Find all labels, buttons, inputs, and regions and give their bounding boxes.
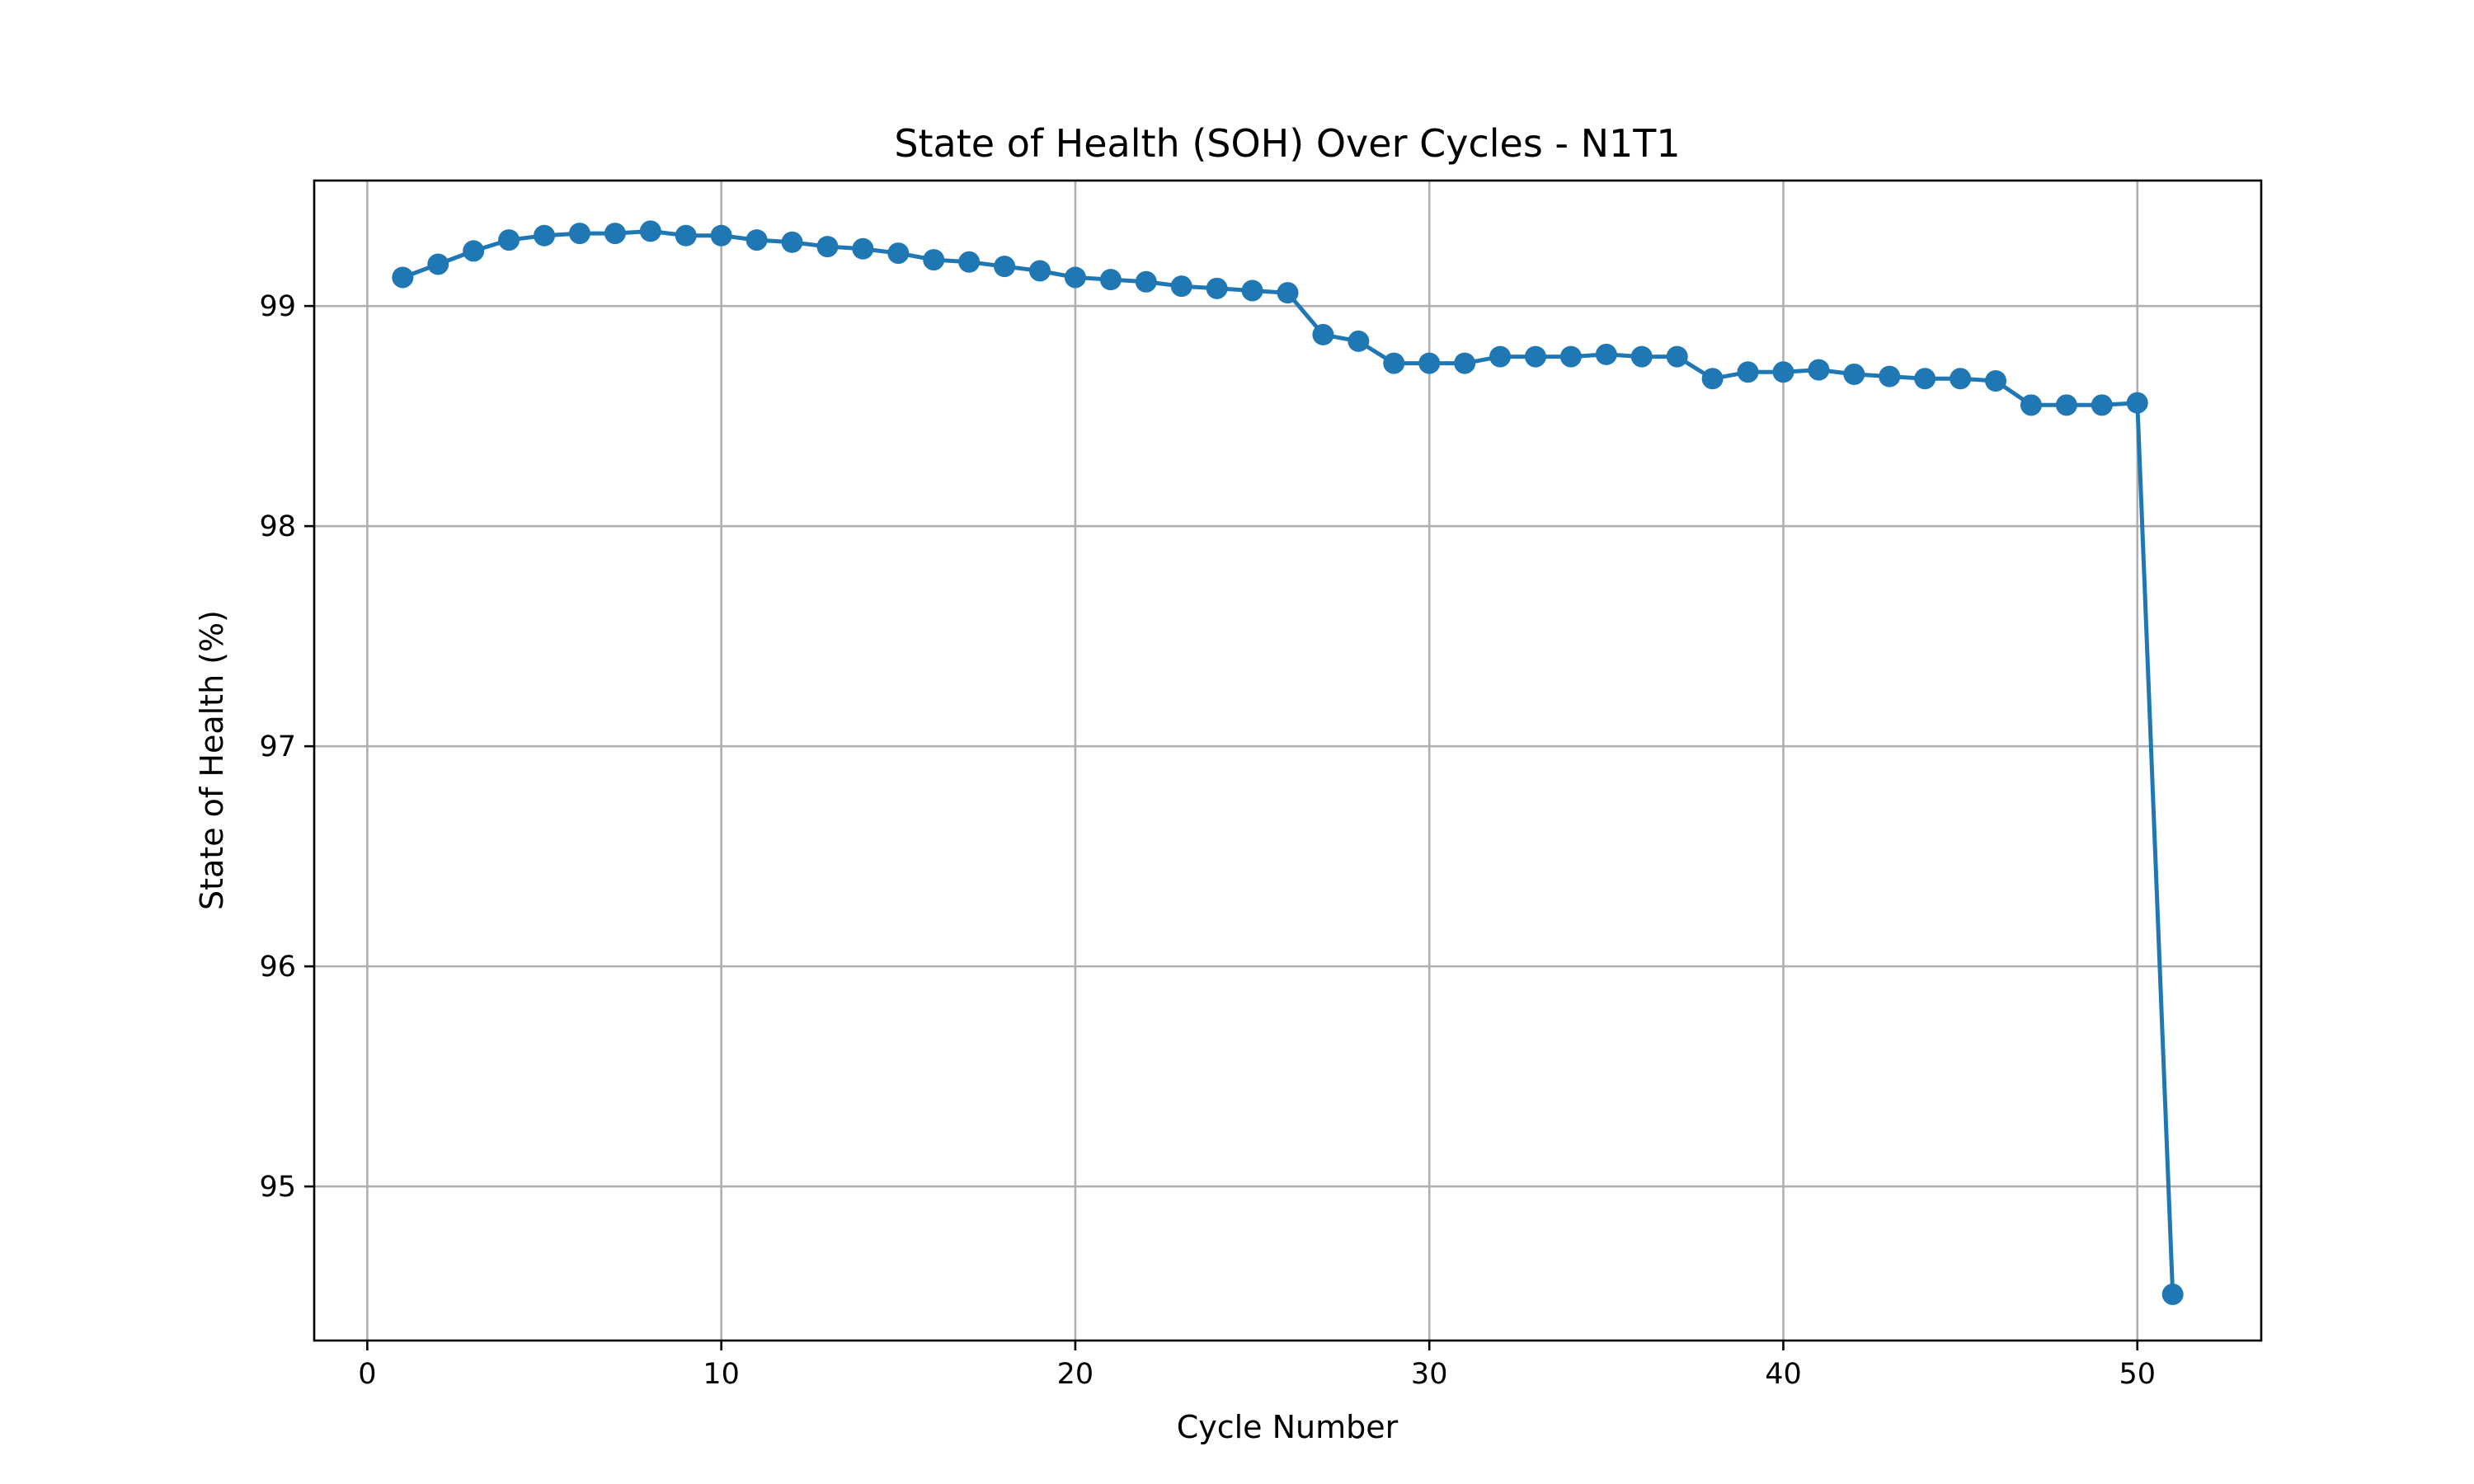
- soh-data-point: [534, 224, 556, 247]
- soh-data-point: [710, 224, 732, 247]
- x-tick-label: 30: [1411, 1358, 1448, 1391]
- soh-data-point: [1524, 345, 1546, 368]
- soh-data-point: [1595, 343, 1617, 365]
- soh-data-point: [2126, 392, 2148, 414]
- soh-data-point: [1808, 359, 1830, 381]
- soh-data-point: [568, 223, 590, 245]
- soh-data-point: [781, 231, 803, 253]
- soh-data-point: [1170, 275, 1192, 298]
- y-tick-label: 97: [259, 730, 296, 763]
- chart-title: State of Health (SOH) Over Cycles - N1T1: [894, 121, 1680, 166]
- x-tick-label: 20: [1057, 1358, 1094, 1391]
- soh-data-point: [1099, 269, 1122, 291]
- soh-data-point: [2020, 394, 2042, 416]
- soh-data-point: [604, 223, 626, 245]
- soh-data-point: [923, 249, 945, 271]
- soh-data-point: [1312, 323, 1334, 345]
- soh-data-point: [427, 253, 449, 275]
- soh-data-point: [994, 256, 1016, 278]
- plot-frame: [313, 179, 2263, 1342]
- soh-data-point: [1914, 368, 1936, 390]
- soh-data-point: [1241, 279, 1263, 302]
- soh-data-point: [1879, 365, 1901, 387]
- soh-data-point: [1029, 260, 1051, 282]
- y-tick-label: 96: [259, 951, 296, 984]
- soh-data-point: [463, 240, 485, 262]
- soh-data-point: [1701, 368, 1724, 390]
- x-axis-label: Cycle Number: [1177, 1409, 1399, 1445]
- soh-data-point: [1737, 361, 1759, 383]
- grid-lines: [314, 181, 2261, 1341]
- soh-data-point: [1418, 352, 1441, 374]
- soh-data-point: [639, 220, 661, 242]
- y-tick-label: 98: [259, 510, 296, 543]
- soh-data-point: [2055, 394, 2077, 416]
- soh-data-point: [1206, 277, 1228, 299]
- soh-data-point: [1348, 330, 1370, 352]
- soh-data-point: [392, 266, 414, 289]
- soh-data-point: [1454, 352, 1476, 374]
- soh-data-point: [1559, 345, 1582, 368]
- soh-data-point: [958, 251, 981, 273]
- soh-data-point: [852, 237, 874, 260]
- soh-data-point: [1985, 369, 2007, 392]
- soh-data-point: [1630, 345, 1653, 368]
- soh-data-point: [1064, 266, 1086, 289]
- soh-data-point: [498, 229, 520, 251]
- soh-data-point: [1666, 345, 1688, 368]
- soh-data-point: [1383, 352, 1405, 374]
- soh-data-point: [1772, 361, 1794, 383]
- soh-data-point: [1277, 282, 1299, 304]
- soh-data-point: [1489, 345, 1512, 368]
- y-axis-label: State of Health (%): [194, 610, 230, 910]
- soh-data-point: [1950, 368, 1972, 390]
- x-tick-label: 0: [358, 1358, 376, 1391]
- soh-data-point: [816, 236, 839, 258]
- soh-data-point: [675, 224, 697, 247]
- soh-data-point: [2161, 1283, 2184, 1305]
- soh-data-point: [2091, 394, 2113, 416]
- x-tick-label: 10: [703, 1358, 740, 1391]
- soh-data-point: [745, 229, 768, 251]
- x-tick-label: 40: [1765, 1358, 1802, 1391]
- soh-data-point: [1135, 270, 1157, 293]
- soh-data-point: [887, 242, 910, 265]
- x-tick-label: 50: [2119, 1358, 2156, 1391]
- data-series: [392, 220, 2184, 1305]
- axis-ticks: 0 10 20 30 40 50 95 96 97 98 99: [259, 290, 2156, 1391]
- y-tick-label: 95: [259, 1171, 296, 1204]
- y-tick-label: 99: [259, 290, 296, 323]
- soh-data-point: [1843, 363, 1865, 385]
